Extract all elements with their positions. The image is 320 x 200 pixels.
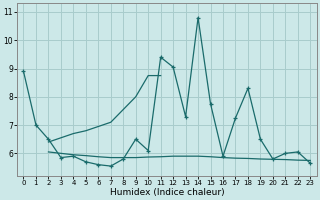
X-axis label: Humidex (Indice chaleur): Humidex (Indice chaleur): [109, 188, 224, 197]
